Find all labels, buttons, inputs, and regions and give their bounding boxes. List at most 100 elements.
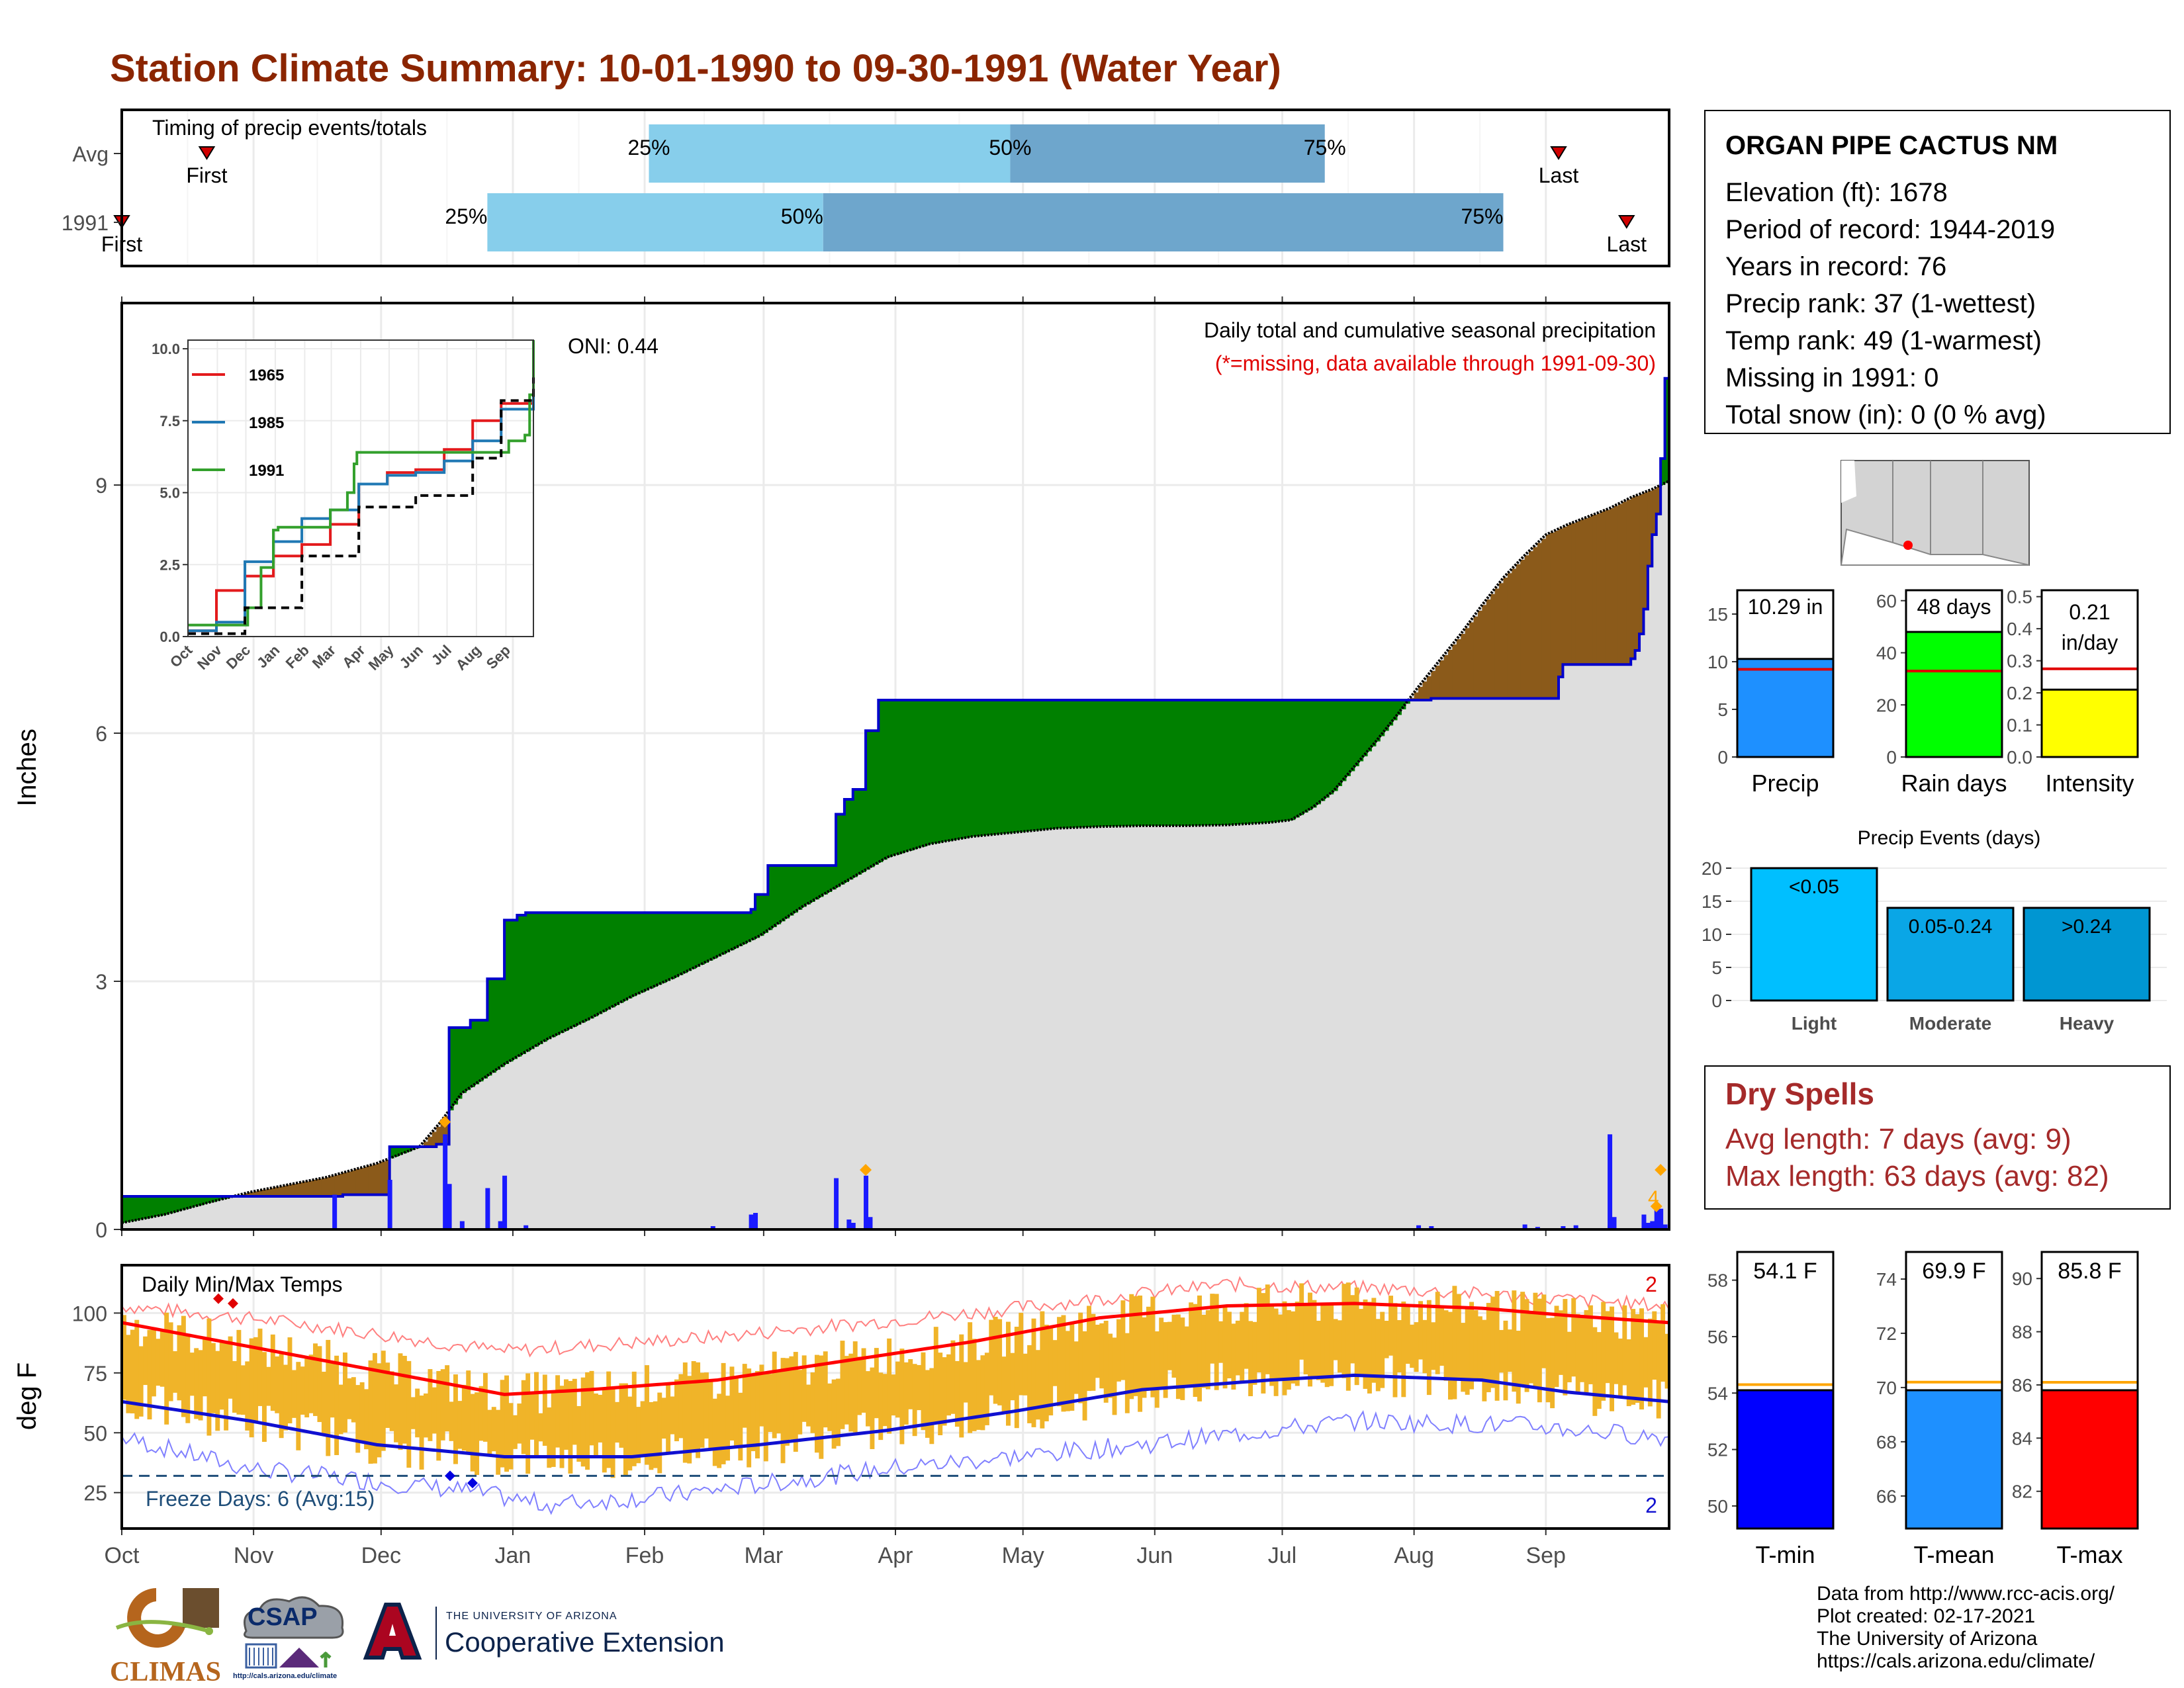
daily-precip-bar	[443, 1134, 448, 1229]
precip-total-1-ytick-label: 40	[1876, 643, 1897, 664]
above-avg-area	[874, 731, 879, 865]
temp-summary-0-bar	[1736, 1389, 1835, 1530]
above-avg-area	[1014, 700, 1019, 832]
climas-logo[interactable]: CLIMAS	[110, 1581, 222, 1687]
above-avg-area	[691, 912, 696, 969]
timing-label-50: 50%	[989, 136, 1031, 159]
climas-emblem-icon	[115, 1588, 219, 1648]
daily-temp-bar	[330, 1363, 335, 1418]
daily-temp-bar	[151, 1329, 156, 1397]
below-avg-area	[334, 1175, 340, 1196]
daily-temp-bar	[1273, 1308, 1279, 1396]
above-avg-area	[134, 1196, 140, 1221]
daily-temp-bar	[355, 1385, 361, 1453]
precip-events-bar	[1886, 907, 2015, 1002]
daily-temp-bar	[593, 1393, 598, 1455]
above-avg-area	[891, 700, 896, 856]
daily-temp-bar	[236, 1329, 242, 1415]
above-avg-area	[645, 912, 650, 991]
daily-temp-bar	[445, 1365, 450, 1432]
daily-temp-bar	[198, 1350, 203, 1421]
daily-temp-bar	[424, 1393, 428, 1438]
temp-xtick-label: Oct	[105, 1543, 140, 1568]
above-avg-area	[789, 866, 794, 916]
below-avg-area	[1550, 533, 1555, 699]
below-avg-area	[1490, 594, 1496, 699]
above-avg-area	[475, 1020, 480, 1085]
daily-temp-bar	[938, 1353, 943, 1435]
daily-precip-bar	[710, 1226, 715, 1229]
daily-temp-bar	[631, 1371, 637, 1466]
daily-temp-bar	[1545, 1318, 1551, 1403]
below-avg-area	[257, 1190, 263, 1196]
daily-temp-bar	[257, 1328, 263, 1406]
credit-line: The University of Arizona	[1817, 1628, 2038, 1650]
above-avg-area	[712, 912, 717, 959]
daily-temp-bar	[585, 1372, 590, 1470]
above-avg-area	[1108, 700, 1113, 826]
daily-temp-bar	[891, 1374, 896, 1416]
above-avg-area	[1273, 700, 1279, 822]
above-avg-area	[181, 1196, 186, 1210]
above-avg-area	[1201, 700, 1206, 826]
daily-temp-bar	[317, 1346, 322, 1423]
above-avg-area	[534, 912, 539, 1047]
below-avg-area	[1584, 518, 1589, 665]
above-avg-area	[895, 700, 901, 855]
above-avg-area	[827, 866, 833, 892]
below-avg-area	[351, 1170, 356, 1195]
daily-temp-bar	[525, 1373, 531, 1474]
precip-total-1-ytick-label: 0	[1886, 747, 1897, 768]
below-avg-area	[385, 1160, 390, 1195]
daily-temp-bar	[929, 1368, 934, 1444]
daily-temp-bar	[287, 1337, 293, 1424]
daily-temp-bar	[848, 1353, 854, 1432]
daily-temp-bar	[1171, 1314, 1177, 1378]
temp-xtick-label: Apr	[878, 1543, 913, 1568]
temp-xtick-label: Sep	[1525, 1543, 1566, 1568]
daily-temp-bar	[1410, 1324, 1415, 1368]
precip-events-ytick-label: 5	[1711, 957, 1722, 978]
daily-temp-bar	[372, 1353, 377, 1464]
above-avg-area	[806, 866, 811, 905]
above-avg-area	[631, 912, 637, 997]
daily-temp-bar	[291, 1370, 296, 1418]
daily-temp-bar	[1563, 1299, 1568, 1396]
temp-summary-2-ytick-label: 86	[2012, 1375, 2032, 1396]
above-avg-area	[1065, 700, 1070, 828]
daily-temp-bar	[1116, 1319, 1121, 1382]
above-avg-area	[725, 912, 731, 953]
ua-divider	[435, 1607, 437, 1660]
inset-legend-label: 1991	[249, 462, 284, 480]
below-avg-area	[1461, 634, 1466, 699]
daily-temp-bar	[1533, 1292, 1538, 1388]
daily-temp-bar	[806, 1384, 811, 1427]
above-avg-area	[917, 700, 922, 848]
daily-temp-bar	[1550, 1317, 1555, 1409]
daily-temp-bar	[1205, 1310, 1210, 1390]
daily-temp-bar	[649, 1401, 654, 1470]
station-info-line: Years in record: 76	[1725, 252, 1947, 281]
above-avg-area	[776, 866, 782, 924]
csap-logo[interactable]: CSAP http://cals.arizona.edu/climate	[233, 1591, 352, 1684]
above-avg-area	[1380, 700, 1385, 736]
temp-ytick-label: 50	[83, 1421, 107, 1445]
daily-temp-bar	[704, 1372, 709, 1439]
above-avg-area	[1006, 700, 1011, 834]
daily-temp-bar	[181, 1315, 186, 1417]
above-avg-area	[1371, 700, 1377, 746]
below-avg-area	[1499, 583, 1504, 699]
timing-label-50: 50%	[781, 204, 823, 228]
daily-temp-bar	[866, 1371, 870, 1427]
below-avg-area	[249, 1192, 254, 1196]
below-avg-area	[1614, 506, 1619, 665]
ua-logo[interactable]: THE UNIVERSITY OF ARIZONA Cooperative Ex…	[363, 1601, 747, 1667]
daily-temp-bar	[1359, 1309, 1364, 1374]
above-avg-area	[1256, 700, 1261, 824]
daily-temp-bar	[623, 1383, 628, 1476]
daily-temp-bar	[1235, 1320, 1240, 1376]
daily-temp-bar	[661, 1398, 666, 1439]
below-avg-area	[1541, 539, 1547, 699]
daily-temp-bar	[912, 1364, 917, 1437]
dry-spells-max: Max length: 63 days (avg: 82)	[1725, 1160, 2109, 1192]
